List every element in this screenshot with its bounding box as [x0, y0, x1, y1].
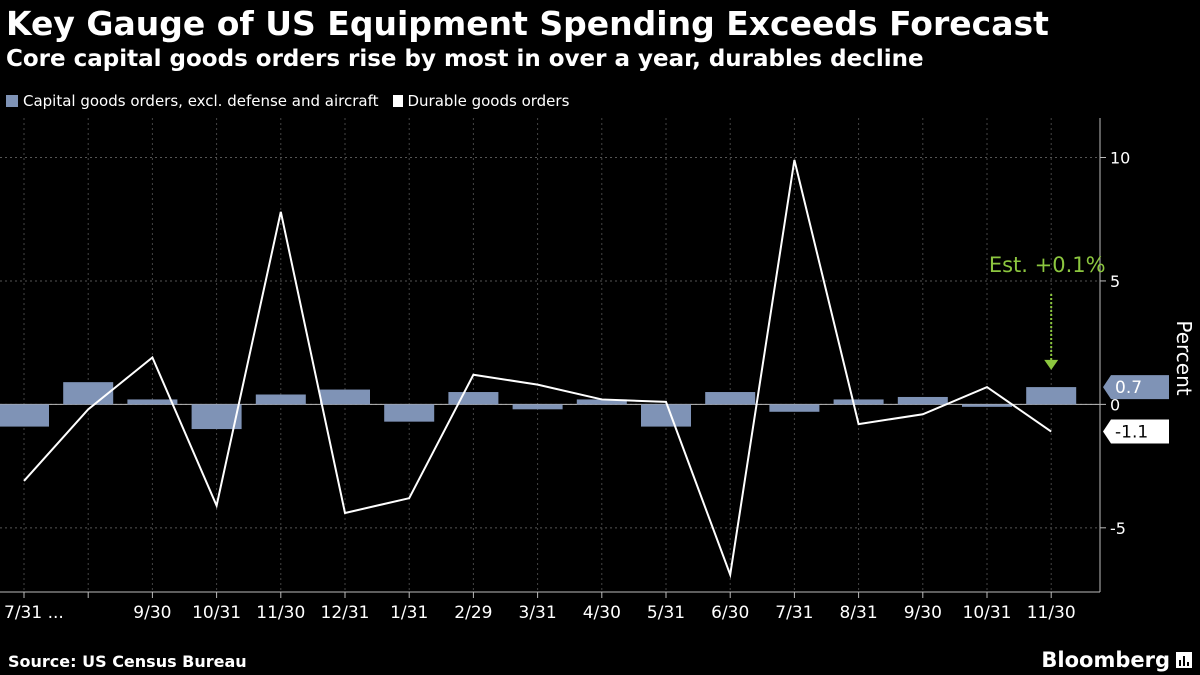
x-tick-label: 3/31 — [519, 603, 557, 623]
legend-swatch-bar-icon — [6, 95, 18, 107]
x-tick-label: 5/31 — [647, 603, 685, 623]
x-tick-label: 11/30 — [256, 603, 305, 623]
brand-logo: Bloomberg — [1041, 648, 1192, 672]
legend-item-capital-goods: Capital goods orders, excl. defense and … — [6, 92, 379, 110]
bar — [576, 399, 627, 405]
legend-label-durable-goods: Durable goods orders — [407, 92, 570, 110]
estimate-annotation: Est. +0.1% — [989, 253, 1106, 277]
x-tick-label: 6/30 — [711, 603, 749, 623]
y-tick-label: 5 — [1110, 272, 1120, 291]
x-tick-label: 10/31 — [192, 603, 241, 623]
brand-name: Bloomberg — [1041, 648, 1170, 672]
bar — [63, 382, 114, 405]
y-tick-label: 0 — [1110, 395, 1120, 414]
legend-item-durable-goods: Durable goods orders — [392, 92, 570, 110]
end-value-capital-goods: 0.7 — [1115, 378, 1142, 398]
end-tag-capital-goods — [1103, 375, 1169, 400]
x-tick-label: 8/31 — [840, 603, 878, 623]
bar — [255, 394, 306, 405]
y-tick-label: 10 — [1110, 149, 1130, 168]
x-tick-label: 12/31 — [321, 603, 370, 623]
durable-goods-line — [23, 159, 1052, 579]
legend: Capital goods orders, excl. defense and … — [6, 92, 583, 110]
x-tick-label: 10/31 — [963, 603, 1012, 623]
x-tick-label: 2/29 — [454, 603, 492, 623]
legend-label-capital-goods: Capital goods orders, excl. defense and … — [23, 92, 379, 110]
bar — [769, 404, 820, 412]
bar — [448, 392, 499, 405]
source-note: Source: US Census Bureau — [8, 652, 247, 671]
bar — [641, 404, 691, 427]
bar — [833, 399, 884, 405]
y-tick-label: -5 — [1110, 519, 1126, 538]
bar — [897, 396, 948, 405]
bloomberg-chart-icon — [1176, 652, 1192, 668]
legend-swatch-line-icon — [392, 95, 403, 107]
x-tick-label: 7/31 ... — [4, 603, 64, 623]
x-tick-label: 4/30 — [583, 603, 621, 623]
estimate-arrow-head — [1044, 359, 1059, 370]
bar — [320, 389, 370, 405]
bar — [705, 392, 756, 405]
x-tick-label: 9/30 — [904, 603, 942, 623]
chart-title: Key Gauge of US Equipment Spending Excee… — [6, 4, 1049, 43]
x-tick-label: 9/30 — [133, 603, 171, 623]
bar — [962, 404, 1012, 407]
bar — [512, 404, 563, 410]
y-axis-title: Percent — [1172, 320, 1196, 395]
end-value-durable-goods: -1.1 — [1115, 423, 1148, 443]
end-tag-durable-goods — [1103, 419, 1169, 444]
bar — [1026, 387, 1077, 405]
x-tick-label: 1/31 — [390, 603, 428, 623]
bar — [384, 404, 435, 422]
bar — [127, 399, 178, 405]
bar — [0, 404, 49, 427]
x-tick-label: 11/30 — [1027, 603, 1076, 623]
chart-subtitle: Core capital goods orders rise by most i… — [6, 46, 924, 72]
x-tick-label: 7/31 — [775, 603, 813, 623]
